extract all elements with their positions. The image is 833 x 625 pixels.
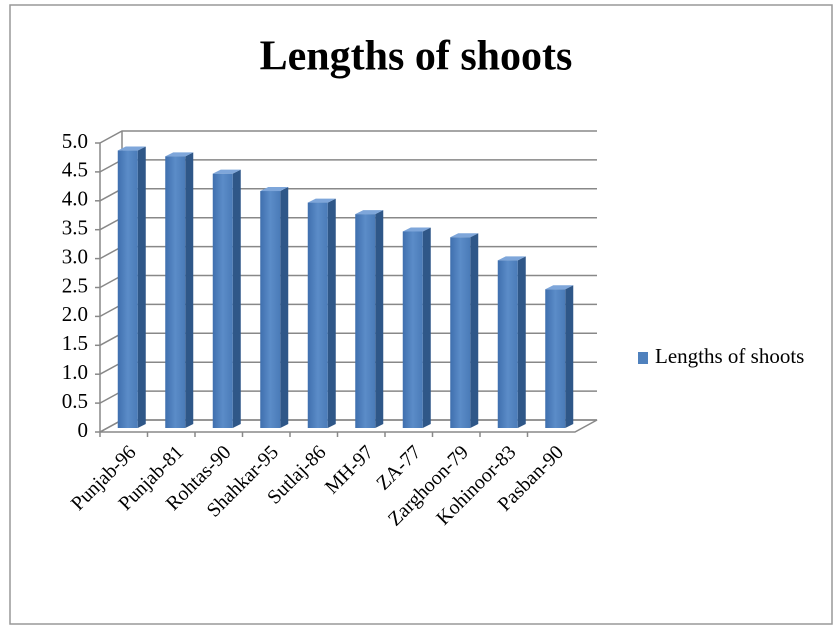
y-tick-label: 2.5	[62, 273, 88, 297]
y-tick-label: 1.5	[62, 331, 88, 355]
bar	[450, 237, 471, 428]
bar	[117, 150, 138, 428]
y-tick-label: 0.5	[62, 389, 88, 413]
legend-swatch	[638, 352, 648, 364]
y-tick-label: 3.5	[62, 216, 88, 240]
bar-top	[260, 187, 289, 192]
bar-side	[565, 285, 574, 428]
bar-top	[212, 169, 241, 174]
bar-side	[422, 227, 431, 428]
bar	[545, 289, 566, 428]
bar	[497, 260, 518, 428]
bar-top	[355, 210, 384, 215]
bar-side	[137, 146, 146, 428]
bar-side	[470, 233, 479, 428]
bar	[355, 214, 376, 428]
bar	[212, 173, 233, 428]
bar-side	[517, 256, 526, 428]
bar-top	[450, 233, 479, 238]
y-tick-label: 5.0	[62, 129, 88, 153]
bar-top	[545, 285, 574, 290]
bar	[260, 191, 281, 428]
y-tick-label: 0	[78, 418, 89, 442]
bar-side	[185, 152, 194, 428]
y-tick-label: 4.5	[62, 158, 88, 182]
bar	[402, 231, 423, 428]
bar-top	[497, 256, 526, 261]
bar-side	[327, 198, 336, 428]
legend-label: Lengths of shoots	[655, 344, 804, 368]
y-tick-label: 3.0	[62, 244, 88, 268]
bar-top	[165, 152, 194, 157]
bar	[165, 156, 186, 428]
bar-side	[232, 169, 241, 428]
y-tick-label: 1.0	[62, 360, 88, 384]
bar-top	[307, 198, 336, 203]
y-tick-label: 2.0	[62, 302, 88, 326]
bar	[307, 202, 328, 428]
bar-side	[280, 187, 289, 428]
y-tick-label: 4.0	[62, 187, 88, 211]
bar-top	[117, 146, 146, 151]
bar-side	[375, 210, 384, 428]
bar-top	[402, 227, 431, 232]
chart-title: Lengths of shoots	[260, 34, 573, 80]
